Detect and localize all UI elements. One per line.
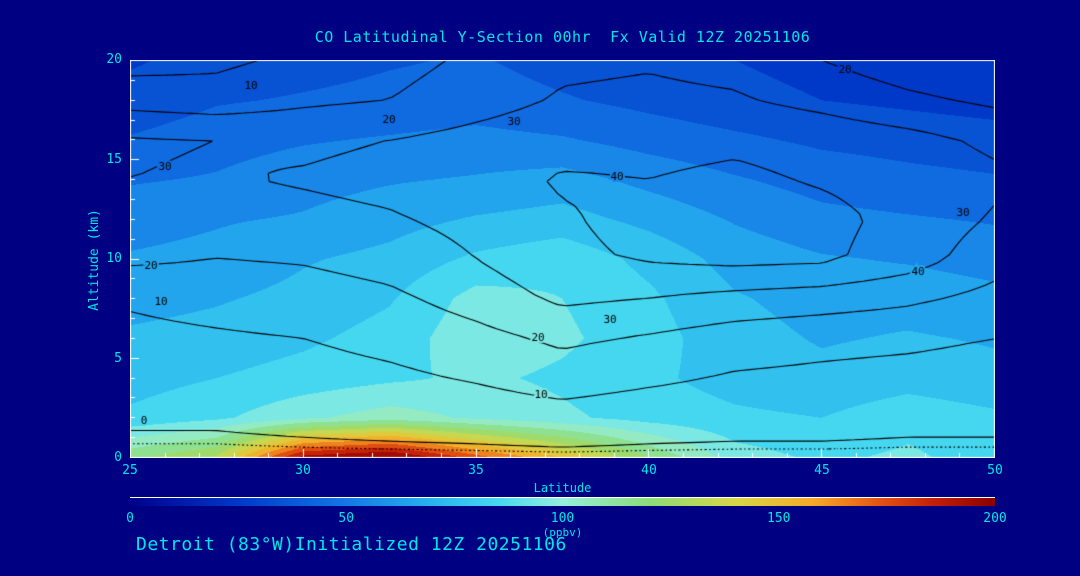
colorbar-tick-label: 200: [983, 511, 1007, 526]
colorbar-tick-label: 50: [338, 511, 355, 526]
colorbar-tick-label: 150: [767, 511, 791, 526]
footer-text: Detroit (83°W)Initialized 12Z 20251106: [136, 534, 567, 555]
x-tick-label: 45: [814, 463, 830, 478]
x-tick-label: 25: [122, 463, 138, 478]
x-tick-label: 35: [468, 463, 484, 478]
chart-title: CO Latitudinal Y-Section 00hr Fx Valid 1…: [314, 28, 811, 46]
colorbar-unit-label: (ppbv): [542, 526, 583, 539]
y-tick-label: 20: [106, 52, 122, 67]
x-tick-label: 40: [641, 463, 657, 478]
colorbar-tick-label: 0: [126, 511, 134, 526]
y-axis-title: Altitude (km): [87, 209, 102, 311]
colorbar: [130, 497, 995, 506]
contour-plot-canvas: [130, 60, 995, 458]
y-tick-label: 0: [114, 450, 122, 465]
y-tick-label: 5: [114, 350, 122, 366]
x-tick-label: 50: [987, 463, 1003, 478]
plot-area: [130, 60, 995, 458]
x-axis-title: Latitude: [533, 481, 592, 495]
colorbar-tick-label: 100: [550, 511, 575, 526]
y-tick-label: 15: [106, 151, 122, 167]
x-tick-label: 30: [295, 463, 311, 478]
